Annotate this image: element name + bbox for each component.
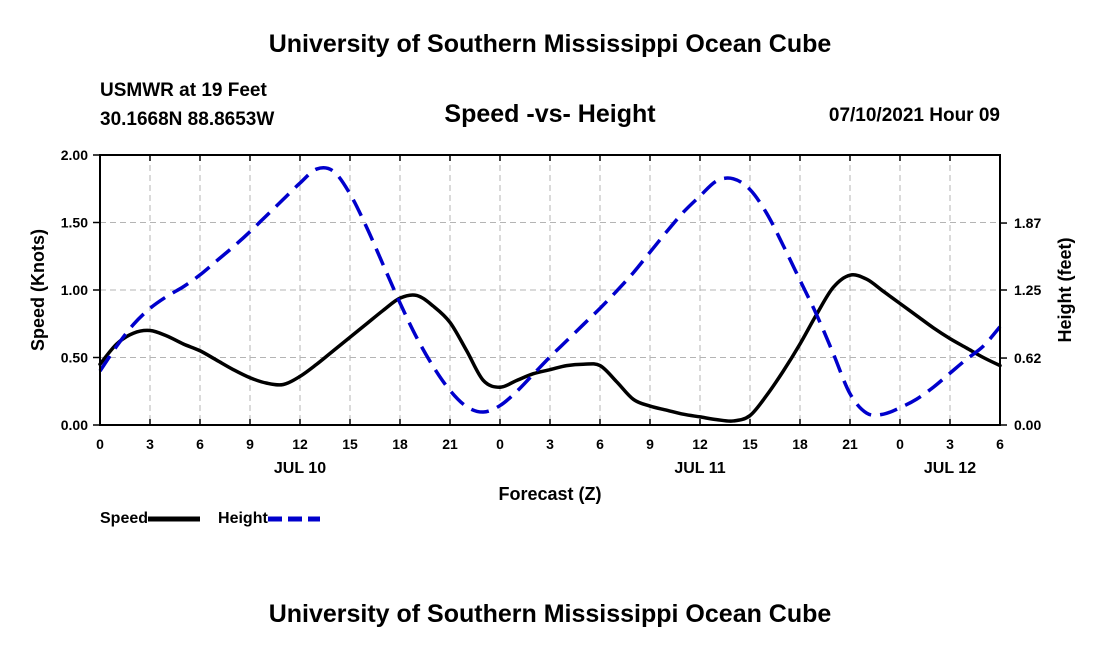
date-label: JUL 12 xyxy=(924,460,976,477)
legend-height-label: Height xyxy=(218,510,268,527)
x-tick-label: 0 xyxy=(896,436,904,452)
legend-speed-label: Speed xyxy=(100,510,149,527)
x-axis-title: Forecast (Z) xyxy=(498,484,601,504)
station-name: USMWR at 19 Feet xyxy=(100,80,267,101)
series-lines xyxy=(98,166,1002,423)
legend-height-swatch xyxy=(267,516,320,522)
page-title: University of Southern Mississippi Ocean… xyxy=(268,30,832,58)
legend: Speed Height xyxy=(100,509,338,529)
height-series-line xyxy=(98,166,1002,418)
axis-labels: 0 3 6 9 12 15 18 21 0 3 6 9 12 15 18 21 0 3 6 0.00 0.50 1.00 1… xyxy=(28,147,1075,504)
legend-speed-swatch xyxy=(148,516,201,522)
grid xyxy=(100,155,1000,425)
y-tick-label: 2.00 xyxy=(61,147,88,163)
x-tick-label: 3 xyxy=(546,436,554,452)
y-tick-label: 1.00 xyxy=(61,282,88,298)
plot-frame xyxy=(99,154,1001,426)
y2-tick-label: 1.87 xyxy=(1014,215,1041,231)
x-tick-label: 18 xyxy=(792,436,808,452)
y-axis-title: Speed (Knots) xyxy=(28,229,48,351)
x-tick-label: 15 xyxy=(742,436,758,452)
station-info: USMWR at 19 Feet 30.1668N 88.8653W xyxy=(100,76,274,134)
x-tick-label: 9 xyxy=(646,436,654,452)
x-tick-label: 3 xyxy=(946,436,954,452)
station-coordinates: 30.1668N 88.8653W xyxy=(100,109,275,130)
y2-tick-label: 1.25 xyxy=(1014,282,1041,298)
x-tick-label: 9 xyxy=(246,436,254,452)
x-tick-label: 18 xyxy=(392,436,408,452)
footer-title: University of Southern Mississippi Ocean… xyxy=(268,600,832,628)
x-tick-label: 0 xyxy=(96,436,104,452)
x-tick-label: 15 xyxy=(342,436,358,452)
y2-tick-label: 0.00 xyxy=(1014,417,1041,433)
x-tick-label: 12 xyxy=(692,436,708,452)
speed-series-line xyxy=(98,273,1002,423)
y-tick-label: 1.50 xyxy=(61,215,88,231)
y2-tick-label: 0.62 xyxy=(1014,350,1041,366)
forecast-datetime: 07/10/2021 Hour 09 xyxy=(828,105,1000,126)
y-tick-label: 0.00 xyxy=(61,417,88,433)
y-tick-label: 0.50 xyxy=(61,350,88,366)
chart-title: Speed -vs- Height xyxy=(444,100,656,128)
x-tick-label: 21 xyxy=(842,436,858,452)
x-tick-label: 6 xyxy=(596,436,604,452)
legend-speed: Speed xyxy=(100,509,201,529)
date-label: JUL 10 xyxy=(274,460,326,477)
y2-axis-title: Height (feet) xyxy=(1055,238,1075,343)
legend-height: Height xyxy=(218,509,320,529)
x-tick-label: 6 xyxy=(196,436,204,452)
x-tick-label: 21 xyxy=(442,436,458,452)
date-label: JUL 11 xyxy=(674,460,725,477)
x-tick-label: 3 xyxy=(146,436,154,452)
axes xyxy=(93,154,1007,426)
x-tick-label: 0 xyxy=(496,436,504,452)
x-tick-label: 6 xyxy=(996,436,1004,452)
x-tick-label: 12 xyxy=(292,436,308,452)
